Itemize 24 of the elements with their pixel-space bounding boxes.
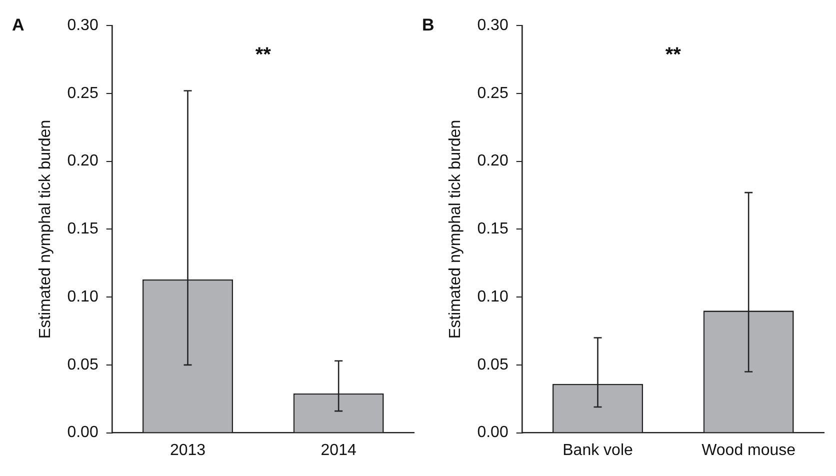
x-tick-label: Bank vole [562, 442, 633, 459]
y-tick-label: 0.05 [67, 356, 98, 374]
x-tick-label: 2014 [320, 442, 356, 459]
y-tick-label: 0.25 [67, 84, 98, 102]
y-tick-label: 0.20 [477, 152, 508, 170]
annotation: ** [255, 44, 272, 66]
y-tick-label: 0.05 [477, 356, 508, 374]
y-tick-label: 0.00 [67, 424, 98, 442]
y-tick-label: 0.20 [67, 152, 98, 170]
chart-title: A [12, 15, 24, 34]
chart-title: B [422, 15, 434, 34]
x-tick-label: Wood mouse [702, 442, 796, 459]
y-tick-label: 0.30 [67, 17, 98, 34]
x-tick-label: 2013 [170, 442, 206, 459]
y-tick-label: 0.10 [477, 288, 508, 306]
y-axis-title: Estimated nymphal tick burden [447, 120, 464, 339]
y-tick-label: 0.15 [477, 220, 508, 238]
y-tick-label: 0.10 [67, 288, 98, 306]
y-tick-label: 0.25 [477, 84, 508, 102]
y-tick-label: 0.15 [67, 220, 98, 238]
annotation: ** [665, 44, 682, 66]
y-tick-label: 0.30 [477, 17, 508, 34]
y-tick-label: 0.00 [477, 424, 508, 442]
y-axis-title: Estimated nymphal tick burden [37, 120, 54, 339]
